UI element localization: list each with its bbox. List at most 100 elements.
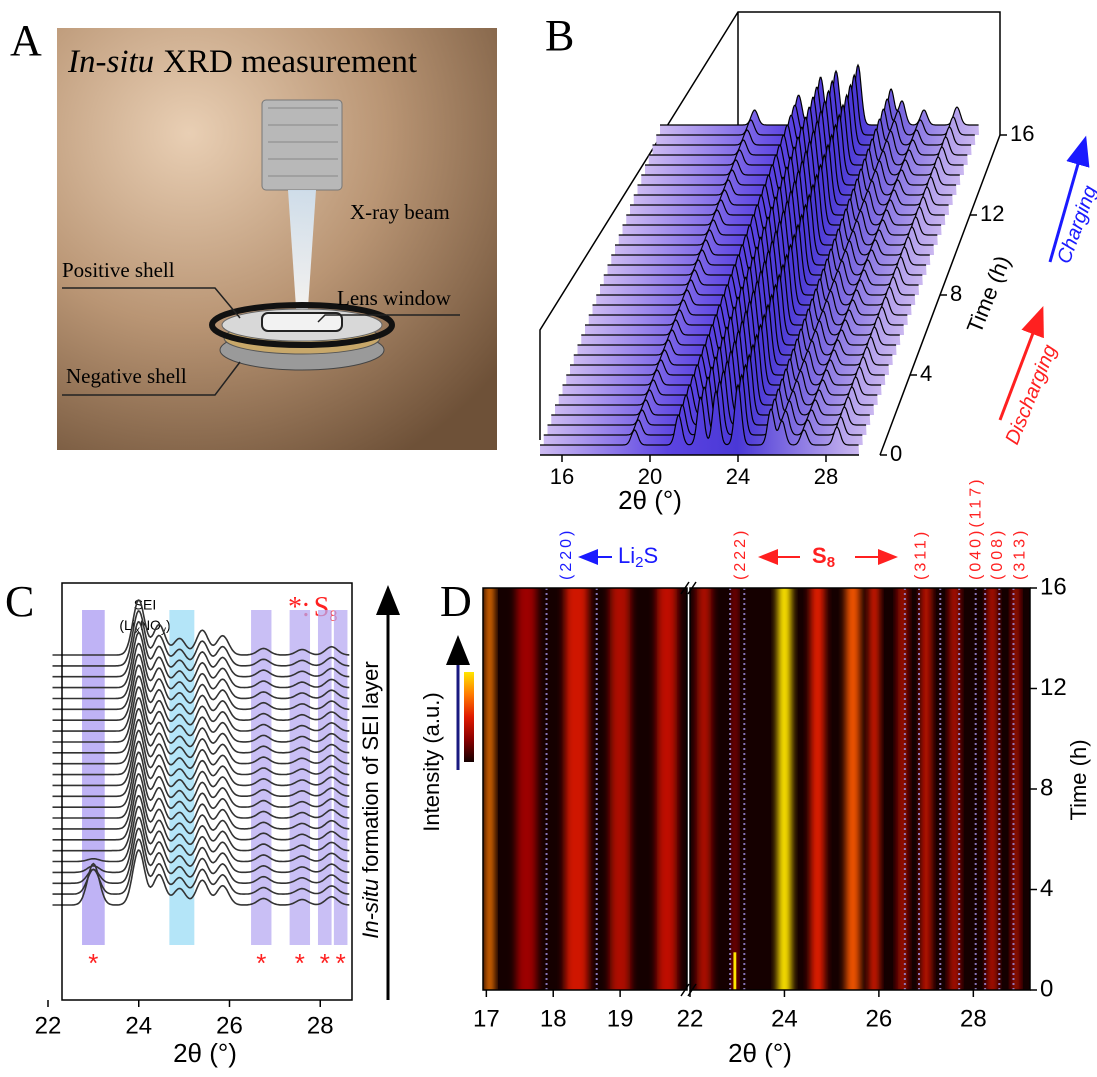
xrd-curve xyxy=(52,675,350,732)
waterfall-curve xyxy=(652,83,972,146)
legend-sub: 8 xyxy=(329,608,337,625)
ylabel-rest: formation of SEI layer xyxy=(358,661,383,873)
waterfall-curve xyxy=(547,363,867,426)
band-group xyxy=(485,588,494,990)
waterfall-curve xyxy=(660,63,979,126)
y-axis-label: Time (h) xyxy=(1066,739,1091,820)
highlight-band xyxy=(317,610,332,945)
xrd-curve xyxy=(52,599,350,656)
highlight-band xyxy=(82,610,105,945)
waterfall-curve xyxy=(618,173,938,236)
band-group xyxy=(697,588,712,990)
reflection-label: (311) xyxy=(913,529,930,580)
xrd-curve xyxy=(52,718,350,776)
xrd-curve xyxy=(52,762,350,819)
xrd-curve xyxy=(52,686,350,743)
reflection-label: (008) xyxy=(989,528,1006,580)
xrd-curve xyxy=(52,631,350,689)
waterfall-curve xyxy=(592,243,912,306)
axis-break xyxy=(680,581,697,595)
x-tick-label: 20 xyxy=(638,464,662,489)
xrd-curve xyxy=(52,794,350,852)
heat-band xyxy=(921,588,931,990)
leader-line xyxy=(317,314,460,323)
xrd-curve xyxy=(52,838,350,895)
panel-c: C 2θ (°) SEI (LixNOy) *: S8 In-situformat… xyxy=(5,577,400,1068)
xrd-curve xyxy=(52,707,350,765)
waterfall-curve xyxy=(570,303,889,366)
waterfall-curve xyxy=(596,233,915,296)
waterfall-curve xyxy=(626,153,945,216)
waterfall-curve xyxy=(543,373,863,436)
formula-part: ) xyxy=(166,617,171,633)
label-positive: Positive shell xyxy=(62,258,175,282)
band-group xyxy=(610,588,631,990)
band-group xyxy=(656,588,677,990)
heat-band xyxy=(1012,588,1020,990)
waterfall-curve xyxy=(577,283,897,346)
reflection-label: (220) xyxy=(558,528,575,580)
li2s-part: S xyxy=(643,543,658,568)
time-tick-label: 16 xyxy=(1010,121,1034,146)
illustration-bg xyxy=(57,28,497,450)
reflection-label: (222) xyxy=(732,528,749,580)
x-tick-label: 26 xyxy=(866,1005,893,1032)
x-tick-label: 17 xyxy=(473,1005,500,1032)
heat-band xyxy=(810,588,825,990)
box-outline xyxy=(539,11,1001,440)
heat-band xyxy=(516,588,537,990)
leader-line xyxy=(62,361,241,396)
star: * xyxy=(256,948,266,978)
xrd-curve xyxy=(52,783,350,841)
charge-arrow xyxy=(1048,135,1090,263)
panel-label: A xyxy=(10,16,42,65)
xrd-curve xyxy=(52,740,350,798)
x-tick-label: 22 xyxy=(677,1005,704,1032)
heat-band xyxy=(564,588,589,990)
panel-a: A In-situ XRD measurement X-ray beam Posi… xyxy=(10,16,497,450)
band-group xyxy=(949,588,960,990)
x-tick-label: 19 xyxy=(607,1005,634,1032)
colorbar-label: Intensity (a.u.) xyxy=(419,692,444,831)
xrd-curve xyxy=(52,664,350,721)
li2s-part: Li xyxy=(618,543,635,568)
title-rest: XRD measurement xyxy=(163,44,417,80)
xrd-curve xyxy=(52,729,350,787)
band-group xyxy=(869,588,879,990)
x-tick-label: 22 xyxy=(35,1012,62,1039)
reflection-label: (040)(117) xyxy=(967,476,984,580)
waterfall-curve xyxy=(540,383,859,446)
waterfall-curve xyxy=(633,133,953,196)
waterfall-curve xyxy=(558,333,878,396)
band-group xyxy=(897,588,908,990)
band-group xyxy=(987,588,997,990)
time-tick-label: 8 xyxy=(950,281,962,306)
waterfall-curve xyxy=(648,93,968,156)
band-group xyxy=(921,588,931,990)
waterfall-curve xyxy=(622,163,942,226)
plot-frame xyxy=(482,587,688,991)
star: * xyxy=(320,948,330,978)
x-tick-label: 28 xyxy=(960,1005,987,1032)
waterfall-curve xyxy=(630,143,949,206)
waterfall-curve xyxy=(600,223,919,286)
waterfall-fill xyxy=(540,385,859,455)
time-tick-label: 4 xyxy=(920,361,932,386)
colorbar xyxy=(464,672,474,762)
xrd-curve xyxy=(52,751,350,808)
heat-band xyxy=(897,588,908,990)
highlight-band xyxy=(251,610,272,945)
star: * xyxy=(88,948,98,978)
waterfall-curve xyxy=(562,323,882,386)
band-group xyxy=(845,588,860,990)
panel-label: B xyxy=(545,11,574,60)
waterfall-curve xyxy=(656,73,975,136)
xrd-curve xyxy=(52,642,350,700)
reflection-label: (313) xyxy=(1011,528,1028,580)
li2s-sub: 2 xyxy=(635,554,643,571)
heat-band xyxy=(732,588,738,990)
waterfall-curve xyxy=(641,113,960,176)
panel-title: In-situ XRD measurement xyxy=(67,44,417,80)
heat-band xyxy=(610,588,631,990)
band-group xyxy=(777,588,792,990)
